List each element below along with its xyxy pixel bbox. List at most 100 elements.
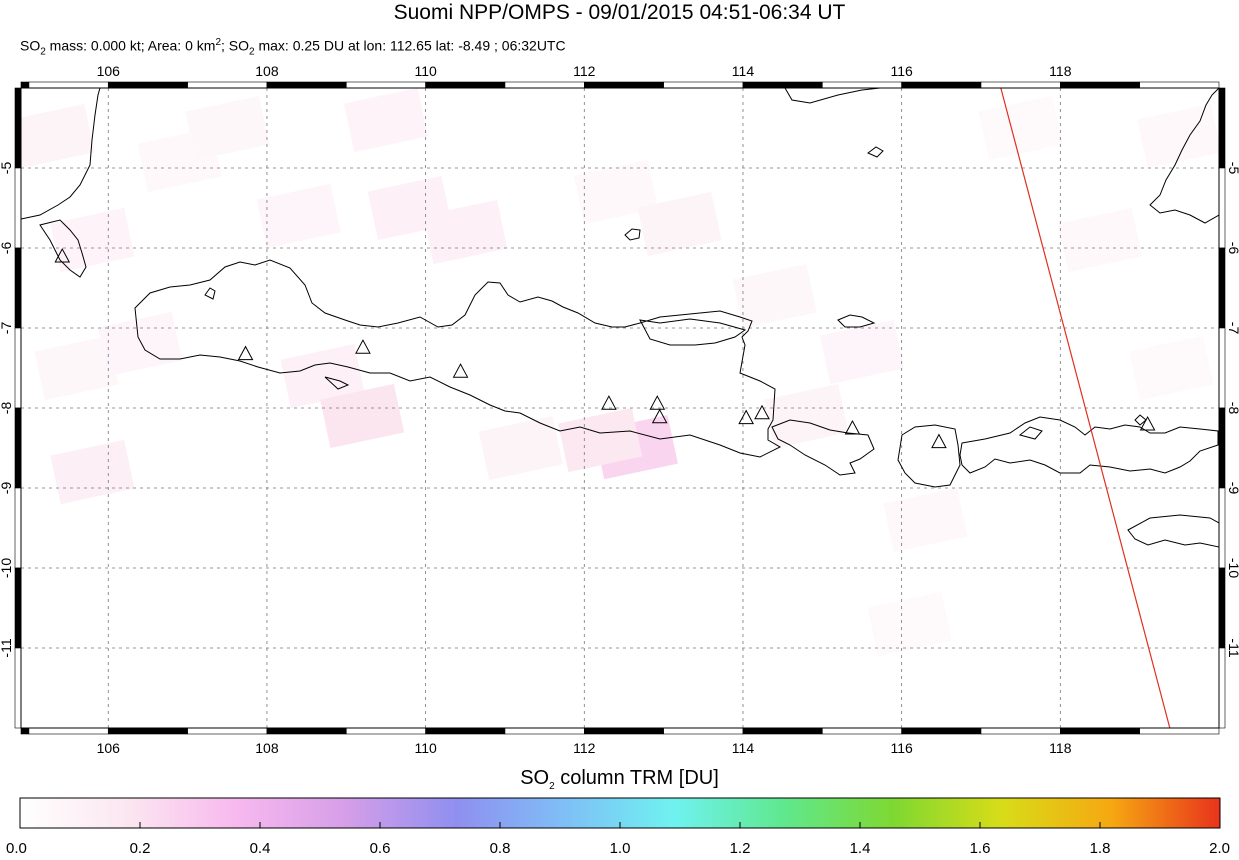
frame-segment-top [583, 81, 664, 89]
coastline-java [134, 259, 782, 458]
so2-pixel [637, 191, 722, 257]
colorbar-tick-label: 0.4 [250, 840, 271, 855]
triangle-icon [452, 363, 469, 378]
coastline-small-island-4 [324, 376, 350, 390]
coastline-sumba [1127, 514, 1219, 548]
so2-pixel [185, 95, 270, 161]
triangle-icon [649, 395, 666, 410]
coastline-bali [771, 419, 875, 476]
triangle-icon [754, 404, 770, 420]
lon-tick-label-top: 106 [97, 63, 121, 79]
triangle-icon [601, 395, 617, 410]
frame-segment-top [345, 81, 426, 89]
so2-pixel [256, 183, 341, 249]
so2-pixel [21, 103, 95, 169]
graticule [21, 88, 1219, 728]
so2-pixel [1129, 335, 1214, 401]
frame-segment-bottom [822, 727, 902, 735]
so2-pixel [423, 199, 508, 265]
lat-tick-label-left: -7 [0, 322, 14, 335]
frame-segment-bottom [504, 727, 585, 735]
frame-segment-top [1060, 81, 1140, 89]
frame-segment-top [187, 81, 268, 89]
frame-segment-bottom [425, 727, 506, 735]
lon-tick-label-bottom: 108 [255, 740, 279, 755]
lat-tick-label-left: -5 [0, 162, 14, 175]
frame-segment-right [1218, 327, 1226, 409]
coastline-small-island-3 [204, 287, 216, 300]
frame-segment-left [14, 407, 22, 489]
frame-segment-bottom [28, 727, 109, 735]
frame-segment-top [425, 81, 506, 89]
colorbar-tick-label: 1.0 [610, 840, 631, 855]
lat-tick-label-left: -8 [0, 402, 14, 415]
frame-segment-bottom [187, 727, 268, 735]
frame-segment-left [14, 327, 22, 409]
coastline-kalimantan [784, 88, 881, 104]
map-panel: 106 106 108 108 110 110 112 112 114 114 116 116 118 1… [0, 55, 1239, 755]
lat-tick-label-right: -6 [1226, 242, 1239, 255]
so2-pixel [34, 335, 119, 401]
colorbar-title-sub: 2 [549, 781, 555, 792]
lat-tick-label-left: -6 [0, 242, 14, 255]
frame-segment-left [14, 567, 22, 649]
frame-segment-top [1139, 81, 1220, 89]
lon-tick-label-bottom: 118 [1049, 740, 1072, 755]
triangle-icon [1139, 415, 1156, 431]
coastline-sulawesi [1149, 88, 1219, 224]
so2-pixel [764, 383, 849, 449]
lon-tick-label-top: 116 [890, 63, 913, 79]
frame-segment-bottom [1060, 727, 1140, 735]
lat-tick-label-right: -7 [1226, 322, 1239, 335]
colorbar-tick-label: 0.0 [6, 840, 27, 855]
colorbar-tick-label: 0.2 [130, 840, 151, 855]
stats-line: SO2 mass: 0.000 kt; Area: 0 km2; SO2 max… [20, 34, 566, 61]
coastline-small-island-6 [867, 146, 884, 158]
so2-pixel [50, 207, 135, 273]
so2-pixel [343, 88, 428, 153]
so2-pixel [1057, 207, 1143, 273]
stats-max-detail: max: 0.25 DU at lon: 112.65 lat: -8.49 ;… [254, 37, 566, 54]
colorbar-title-prefix: SO [520, 767, 550, 789]
frame-segment-left [14, 647, 22, 729]
page-title: Suomi NPP/OMPS - 09/01/2015 04:51-06:34 … [393, 1, 846, 24]
so2-pixel [867, 591, 952, 657]
lon-tick-label-bottom: 106 [97, 740, 121, 755]
lat-tick-label-right: -8 [1226, 402, 1239, 415]
triangle-icon [54, 247, 71, 263]
frame-segment-bottom [583, 727, 664, 735]
colorbar-tick-label: 1.8 [1090, 840, 1111, 855]
coastline-small-island-5 [1018, 426, 1043, 440]
lat-tick-label-right: -11 [1226, 638, 1239, 657]
frame-segment-bottom [901, 727, 982, 735]
frame-segment-top [980, 81, 1061, 89]
so2-pixel [732, 263, 817, 329]
so2-pixel [280, 343, 365, 409]
so2-pixel [978, 95, 1063, 161]
so2-pixel [574, 159, 659, 225]
colorbar-svg: 0.0 0.2 0.4 0.6 0.8 1.0 1.2 1.4 1.6 1.8 2.0 [6, 797, 1230, 857]
coastline-small-island-1 [624, 228, 641, 241]
lat-tick-label-right: -10 [1226, 558, 1239, 578]
volcano-markers [54, 247, 1156, 449]
lon-tick-label-top: 114 [732, 63, 755, 79]
colorbar-tick-label: 0.6 [370, 840, 391, 855]
frame-segment-left [14, 167, 22, 249]
frame-segment-top [901, 81, 982, 89]
triangle-icon [844, 419, 861, 435]
so2-pixel [819, 319, 904, 385]
frame-segment-bottom [107, 727, 188, 735]
stats-max-label: ; SO [221, 37, 250, 54]
stats-sub-2a: 2 [40, 46, 46, 58]
so2-pixel [320, 383, 405, 449]
colorbar-tick-label: 1.6 [970, 840, 991, 855]
frame-segment-bottom [1139, 727, 1220, 735]
frame-segment-bottom [663, 727, 744, 735]
frame-segment-bottom [266, 727, 347, 735]
so2-pixel [478, 415, 563, 481]
coastline-layer [21, 88, 1219, 548]
lat-tick-label-left: -11 [0, 638, 14, 657]
frame-segment-top [822, 81, 902, 89]
frame-segment-left [14, 87, 22, 169]
stats-mass-area: mass: 0.000 kt; Area: 0 km [45, 37, 216, 54]
